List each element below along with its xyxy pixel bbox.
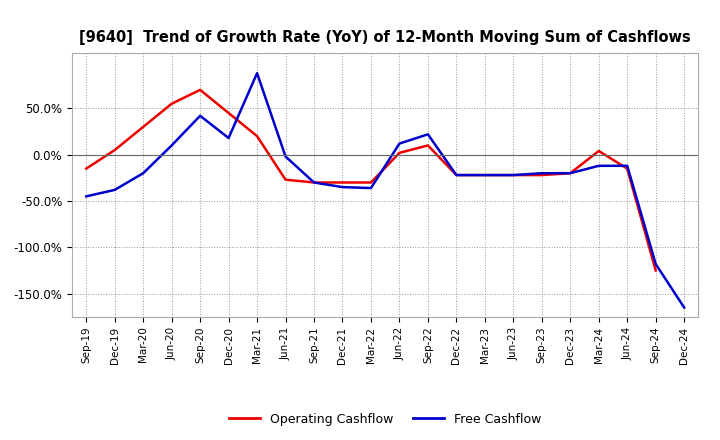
Free Cashflow (623, 163, 631, 169)
Operating Cashflow (423, 143, 432, 148)
Operating Cashflow (623, 166, 631, 171)
Free Cashflow (139, 171, 148, 176)
Free Cashflow (110, 187, 119, 193)
Free Cashflow (225, 136, 233, 141)
Free Cashflow (452, 172, 461, 178)
Operating Cashflow (595, 148, 603, 154)
Operating Cashflow (566, 171, 575, 176)
Operating Cashflow (652, 268, 660, 273)
Operating Cashflow (139, 124, 148, 129)
Operating Cashflow (338, 180, 347, 185)
Operating Cashflow (253, 133, 261, 139)
Free Cashflow (366, 185, 375, 191)
Operating Cashflow (395, 150, 404, 155)
Line: Operating Cashflow: Operating Cashflow (86, 90, 656, 271)
Line: Free Cashflow: Free Cashflow (86, 73, 684, 308)
Free Cashflow (338, 184, 347, 190)
Free Cashflow (423, 132, 432, 137)
Free Cashflow (282, 154, 290, 159)
Free Cashflow (480, 172, 489, 178)
Operating Cashflow (225, 110, 233, 116)
Operating Cashflow (167, 101, 176, 106)
Operating Cashflow (110, 147, 119, 153)
Operating Cashflow (196, 87, 204, 92)
Free Cashflow (680, 305, 688, 310)
Legend: Operating Cashflow, Free Cashflow: Operating Cashflow, Free Cashflow (224, 407, 546, 430)
Operating Cashflow (310, 180, 318, 185)
Operating Cashflow (509, 172, 518, 178)
Free Cashflow (82, 194, 91, 199)
Free Cashflow (196, 113, 204, 118)
Operating Cashflow (366, 180, 375, 185)
Free Cashflow (310, 180, 318, 185)
Operating Cashflow (537, 172, 546, 178)
Operating Cashflow (480, 172, 489, 178)
Operating Cashflow (282, 177, 290, 182)
Title: [9640]  Trend of Growth Rate (YoY) of 12-Month Moving Sum of Cashflows: [9640] Trend of Growth Rate (YoY) of 12-… (79, 29, 691, 45)
Free Cashflow (652, 261, 660, 267)
Free Cashflow (167, 143, 176, 148)
Free Cashflow (253, 70, 261, 76)
Free Cashflow (509, 172, 518, 178)
Free Cashflow (537, 171, 546, 176)
Operating Cashflow (452, 172, 461, 178)
Free Cashflow (395, 141, 404, 146)
Operating Cashflow (82, 166, 91, 171)
Free Cashflow (595, 163, 603, 169)
Free Cashflow (566, 171, 575, 176)
